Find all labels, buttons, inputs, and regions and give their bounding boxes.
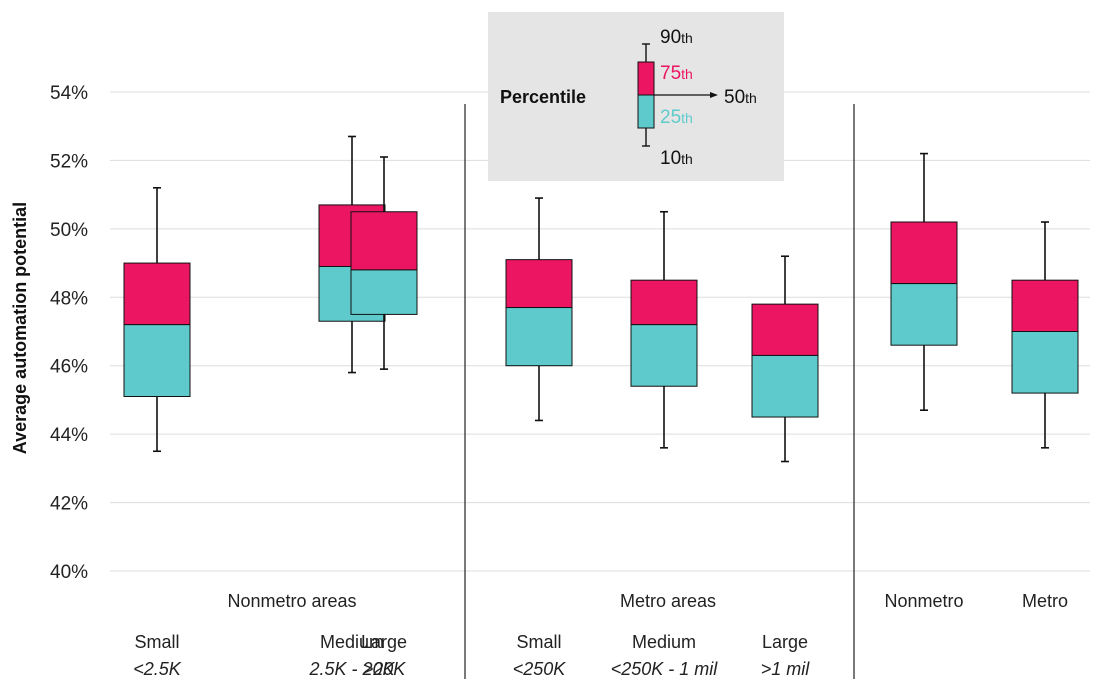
category-name: Nonmetro bbox=[884, 591, 963, 611]
legend-percentile-suffix: th bbox=[681, 110, 693, 126]
category-range: <2.5K bbox=[133, 659, 182, 679]
category-name: Large bbox=[361, 632, 407, 652]
legend-box-lower bbox=[637, 94, 655, 129]
legend-percentile-suffix: th bbox=[745, 90, 757, 106]
box-upper-p50-p75 bbox=[123, 262, 191, 326]
legend-label-p10: 10th bbox=[660, 148, 693, 169]
legend-box-upper bbox=[637, 61, 655, 96]
box-lower-p25-p50 bbox=[751, 354, 819, 418]
y-tick-label: 52% bbox=[50, 151, 88, 172]
legend-title: Percentile bbox=[500, 87, 586, 107]
box-lower-p25-p50 bbox=[890, 283, 958, 346]
y-tick-label: 48% bbox=[50, 288, 88, 309]
box-lower-p25-p50 bbox=[123, 324, 191, 398]
category-name: Medium bbox=[320, 632, 384, 652]
legend-percentile-number: 10 bbox=[660, 148, 681, 169]
category-name: Small bbox=[516, 632, 561, 652]
box-upper-p50-p75 bbox=[505, 259, 573, 309]
group-dividers bbox=[464, 104, 855, 679]
box-lower-p25-p50 bbox=[350, 269, 418, 315]
legend-label-p25: 25th bbox=[660, 107, 693, 128]
category-range: <250K bbox=[513, 659, 567, 679]
legend-label-p50: 50th bbox=[724, 87, 757, 108]
legend-percentile-suffix: th bbox=[681, 66, 693, 82]
y-tick-label: 44% bbox=[50, 425, 88, 446]
category-name: Small bbox=[134, 632, 179, 652]
y-tick-label: 46% bbox=[50, 357, 88, 378]
legend-label-p90: 90th bbox=[660, 27, 693, 48]
box-upper-p50-p75 bbox=[350, 211, 418, 271]
legend-percentile-number: 75 bbox=[660, 63, 681, 84]
category-name: Metro bbox=[1022, 591, 1068, 611]
box-layer bbox=[123, 135, 1079, 463]
legend-label-p75: 75th bbox=[660, 63, 693, 84]
legend-percentile-number: 50 bbox=[724, 87, 745, 108]
y-axis-title: Average automation potential bbox=[10, 202, 30, 454]
y-tick-label: 42% bbox=[50, 494, 88, 515]
category-name: Large bbox=[762, 632, 808, 652]
legend-percentile-number: 25 bbox=[660, 107, 681, 128]
legend-arrow-head bbox=[710, 92, 718, 98]
legend-percentile-suffix: th bbox=[681, 151, 693, 167]
y-tick-label: 40% bbox=[50, 562, 88, 583]
box-upper-p50-p75 bbox=[1011, 279, 1079, 332]
box-lower-p25-p50 bbox=[630, 324, 698, 387]
legend-background bbox=[488, 12, 784, 181]
y-axis: 40% 42% 44% 46% 48% 50% 52% 54% Average automati… bbox=[10, 83, 88, 583]
category-range: <250K - 1 mil bbox=[611, 659, 719, 679]
category-range: >20K bbox=[363, 659, 407, 679]
box-upper-p50-p75 bbox=[630, 279, 698, 326]
category-range: >1 mil bbox=[761, 659, 811, 679]
box-upper-p50-p75 bbox=[751, 303, 819, 356]
category-range: 2.5K - 20K bbox=[308, 659, 395, 679]
y-tick-label: 50% bbox=[50, 220, 88, 241]
group-label: Metro areas bbox=[620, 591, 716, 611]
group-label: Nonmetro areas bbox=[227, 591, 356, 611]
box-lower-p25-p50 bbox=[505, 307, 573, 367]
grid-layer bbox=[110, 91, 1090, 572]
legend-percentile-suffix: th bbox=[681, 30, 693, 46]
category-name: Medium bbox=[632, 632, 696, 652]
box-upper-p50-p75 bbox=[890, 221, 958, 285]
box-lower-p25-p50 bbox=[1011, 331, 1079, 394]
legend-percentile-number: 90 bbox=[660, 27, 681, 48]
category-labels: Nonmetro areas Small <2.5K Medium 2.5K - 20K… bbox=[133, 591, 1068, 679]
y-tick-label: 54% bbox=[50, 83, 88, 104]
